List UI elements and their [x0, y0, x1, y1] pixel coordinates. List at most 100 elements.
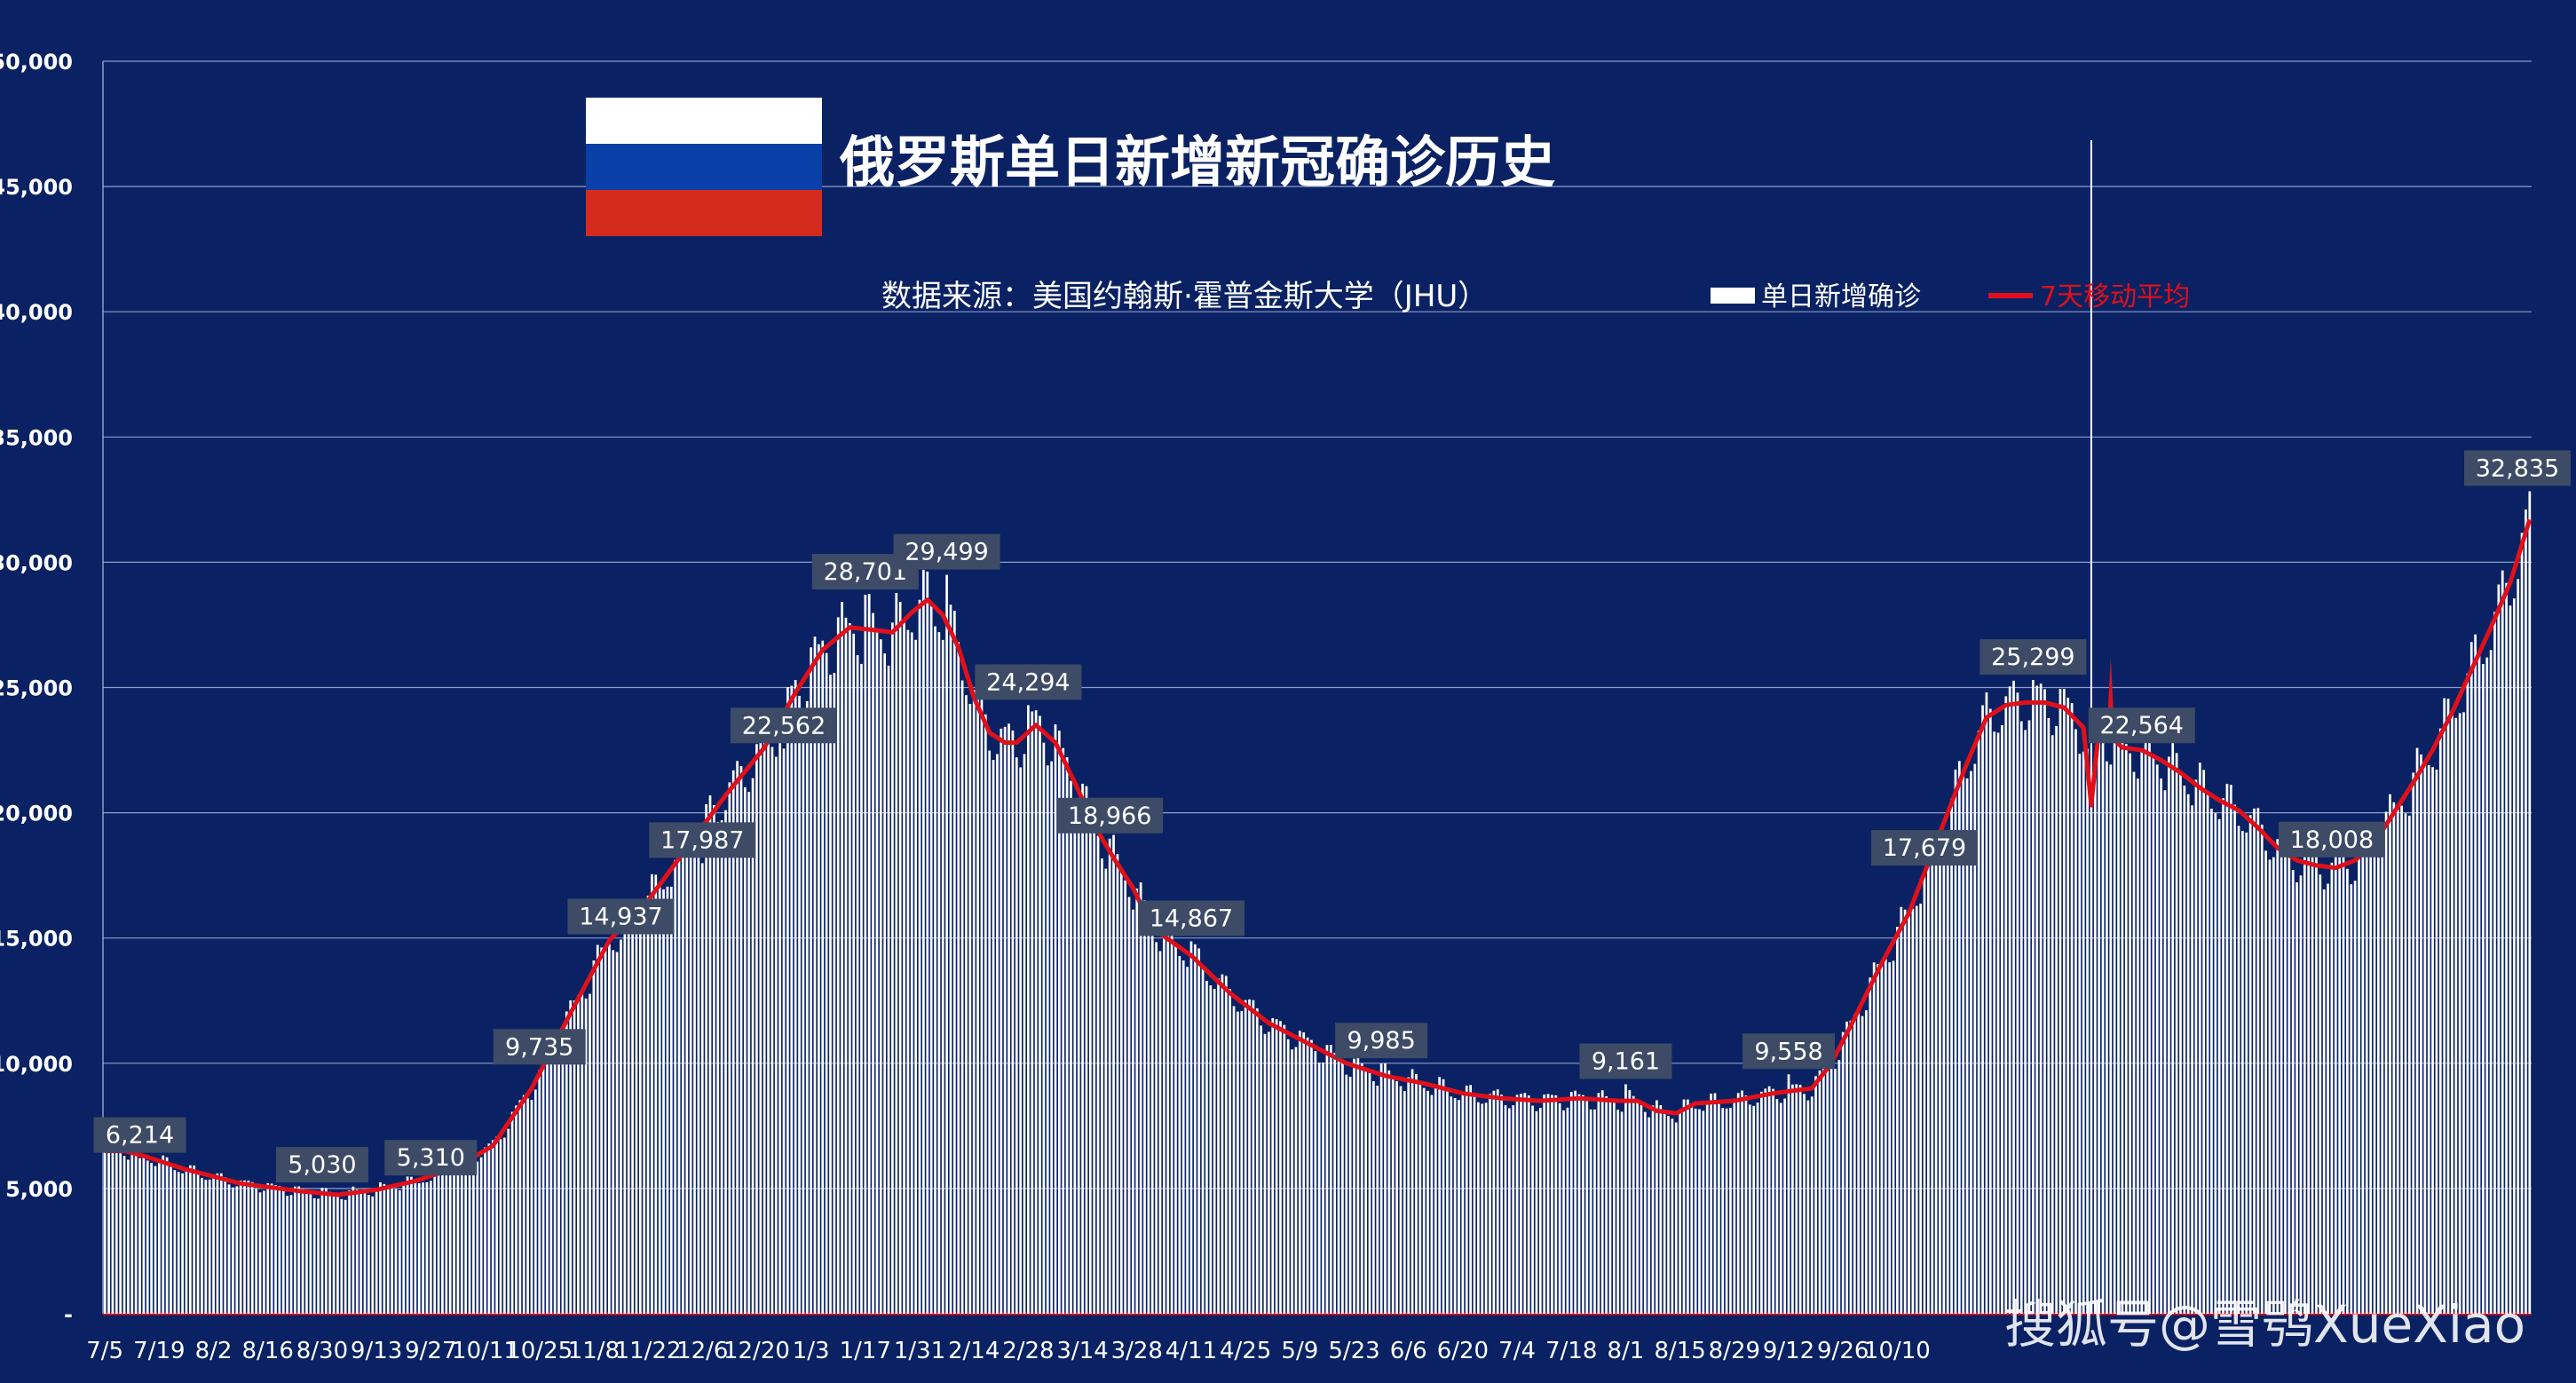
data-label-box — [1335, 1023, 1428, 1059]
daily-bar — [1962, 771, 1965, 1314]
x-tick-label: 7/5 — [86, 1338, 123, 1364]
daily-bar — [1384, 1063, 1387, 1314]
daily-bar — [697, 848, 700, 1314]
daily-bar — [1679, 1109, 1682, 1314]
daily-bar — [1562, 1110, 1565, 1314]
daily-bar — [2124, 744, 2128, 1314]
daily-bar — [584, 998, 588, 1314]
x-tick-label: 9/13 — [351, 1338, 402, 1364]
daily-bar — [2155, 764, 2159, 1314]
moving-average-line — [105, 518, 2533, 1197]
daily-bar — [864, 595, 867, 1314]
bar-series — [103, 491, 2532, 1314]
data-label: 6,214 — [106, 1122, 174, 1150]
daily-bar — [1674, 1122, 1678, 1314]
daily-bar — [767, 728, 770, 1314]
daily-bar — [1453, 1098, 1457, 1314]
daily-bar — [538, 1070, 541, 1314]
daily-bar — [992, 760, 995, 1314]
chart-title: 俄罗斯单日新增新冠确诊历史 — [839, 130, 1555, 194]
daily-bar — [1620, 1111, 1624, 1314]
daily-bar — [2276, 839, 2280, 1314]
daily-bar — [2299, 875, 2303, 1314]
daily-bar — [1803, 1094, 1806, 1314]
data-label: 28,701 — [824, 558, 907, 586]
daily-bar — [643, 923, 646, 1314]
daily-bar — [247, 1180, 250, 1314]
daily-bar — [320, 1188, 324, 1314]
daily-bar — [204, 1179, 208, 1314]
daily-bar — [1942, 836, 1946, 1314]
daily-bar — [1655, 1100, 1658, 1314]
daily-bar — [2353, 881, 2357, 1314]
daily-bar — [2384, 811, 2388, 1314]
data-label-box — [1579, 1043, 1672, 1079]
daily-bar — [1872, 962, 1876, 1314]
daily-bar — [1337, 1055, 1340, 1314]
daily-bar — [1189, 941, 1193, 1314]
daily-bar — [1632, 1095, 1635, 1314]
daily-bar — [1139, 882, 1142, 1314]
daily-bar — [2303, 850, 2306, 1314]
daily-bar — [328, 1191, 332, 1314]
daily-bar — [1760, 1091, 1763, 1314]
daily-bar — [1197, 948, 1201, 1314]
daily-bar — [305, 1189, 308, 1314]
daily-bar — [2528, 491, 2532, 1314]
daily-bar — [755, 744, 758, 1314]
daily-bar — [2004, 696, 2008, 1314]
data-label: 24,294 — [986, 668, 1070, 696]
daily-bar — [522, 1095, 525, 1314]
daily-bar — [918, 599, 921, 1314]
daily-bar — [1826, 1063, 1829, 1314]
daily-bar — [2217, 818, 2221, 1314]
daily-bar — [1119, 868, 1123, 1314]
daily-bar — [2485, 657, 2489, 1314]
daily-bar — [1767, 1086, 1771, 1314]
daily-bar — [1535, 1110, 1538, 1314]
data-label-box — [2088, 707, 2195, 744]
daily-bar — [2520, 533, 2524, 1314]
daily-bar — [1806, 1100, 1810, 1314]
daily-bar — [2423, 763, 2427, 1314]
legend-bar-swatch — [1711, 288, 1755, 304]
y-tick-label: 40,000 — [0, 300, 73, 325]
daily-bar — [1217, 978, 1220, 1314]
daily-bar — [724, 810, 727, 1314]
daily-bar — [631, 917, 634, 1314]
watermark: 搜狐号@雪鸮XueXiao — [2004, 1294, 2525, 1355]
data-label: 5,310 — [397, 1144, 465, 1172]
daily-bar — [1996, 732, 2000, 1314]
daily-bar — [1667, 1116, 1670, 1314]
daily-bar — [1772, 1088, 1774, 1314]
daily-bar — [1314, 1050, 1317, 1314]
daily-bar — [1422, 1087, 1426, 1314]
daily-bar — [592, 960, 596, 1314]
daily-bar — [239, 1180, 242, 1314]
daily-bar — [1158, 951, 1162, 1314]
daily-bar — [577, 995, 580, 1314]
daily-bar — [2462, 712, 2465, 1314]
daily-bar — [1181, 960, 1185, 1314]
daily-bar — [1081, 783, 1084, 1314]
daily-bar — [1884, 959, 1887, 1314]
daily-bar — [980, 691, 984, 1314]
daily-bar — [1248, 999, 1251, 1314]
data-label-box — [649, 822, 756, 858]
daily-bar — [1977, 730, 1980, 1314]
daily-bar — [515, 1105, 518, 1314]
daily-bar — [255, 1188, 257, 1314]
daily-bar — [134, 1145, 138, 1314]
x-tick-label: 6/20 — [1437, 1338, 1489, 1364]
daily-bar — [2248, 815, 2252, 1314]
daily-bar — [1286, 1039, 1290, 1314]
daily-bar — [165, 1157, 169, 1314]
daily-bar — [1931, 836, 1934, 1314]
flag-red-stripe — [586, 190, 822, 236]
daily-bar — [2035, 685, 2039, 1314]
daily-bar — [2148, 740, 2151, 1314]
daily-bar — [1263, 1033, 1267, 1314]
russia-flag — [586, 98, 822, 236]
daily-bar — [1093, 820, 1096, 1314]
daily-bar — [352, 1186, 355, 1314]
